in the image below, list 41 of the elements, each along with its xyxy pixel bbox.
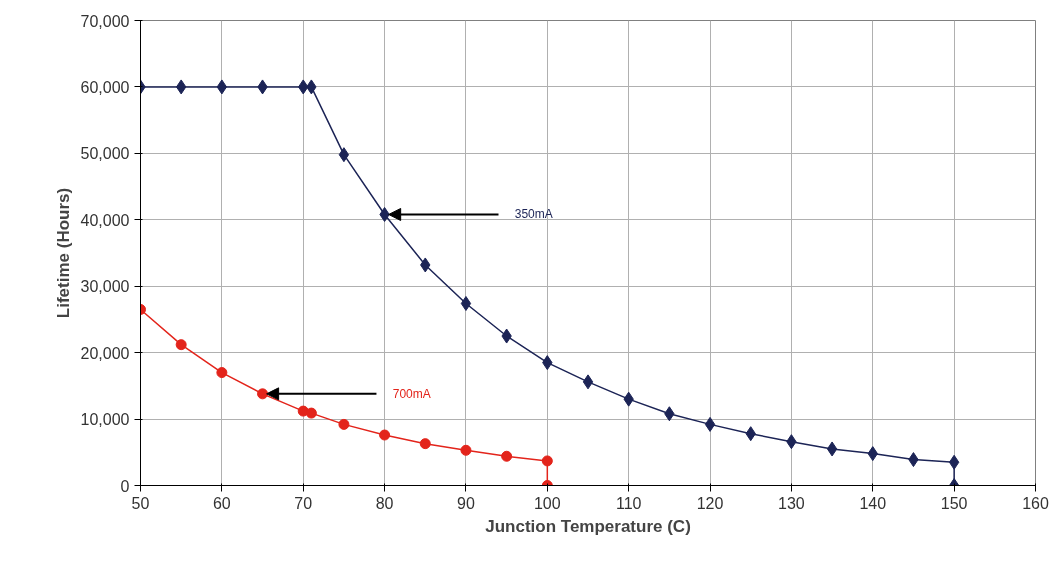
x-tick-label: 50 [131,494,150,512]
point [216,367,228,379]
point [582,374,594,390]
text: 700mA [392,386,431,401]
y-tick-label: 20,000 [80,344,130,362]
x-tick-label: 60 [212,494,231,512]
point [826,441,838,457]
y-tick-label: 0 [120,477,130,495]
y-tick-label: 60,000 [80,78,130,96]
x-tick-label: 100 [533,494,561,512]
x-tick-label: 120 [696,494,724,512]
point [460,295,472,311]
point [305,407,317,419]
point [501,450,513,462]
point [175,339,187,351]
y-tick-label: 70,000 [80,12,130,30]
x-axis-title: Junction Temperature (C) [485,516,691,536]
x-tick-label: 150 [940,494,968,512]
point [948,454,960,470]
x-tick-label: 140 [859,494,887,512]
x-tick-label: 70 [294,494,313,512]
x-tick-label: 110 [615,494,642,512]
y-tick-label: 10,000 [80,411,130,429]
point [338,418,350,430]
x-tick-label: 90 [457,494,475,512]
point [379,429,391,441]
x-tick-label: 160 [1022,494,1049,512]
x-tick-label: 80 [375,494,394,512]
y-tick-label: 40,000 [80,211,130,229]
point [460,444,472,456]
point [216,79,228,95]
text: 350mA [514,207,553,222]
point [257,388,269,400]
y-tick-label: 50,000 [80,145,130,163]
point [541,455,553,467]
point [419,438,431,450]
y-axis-title: Lifetime (Hours) [53,187,73,319]
x-tick-label: 130 [778,494,805,512]
y-tick-label: 30,000 [80,278,130,296]
point [338,147,350,163]
point [704,416,716,432]
